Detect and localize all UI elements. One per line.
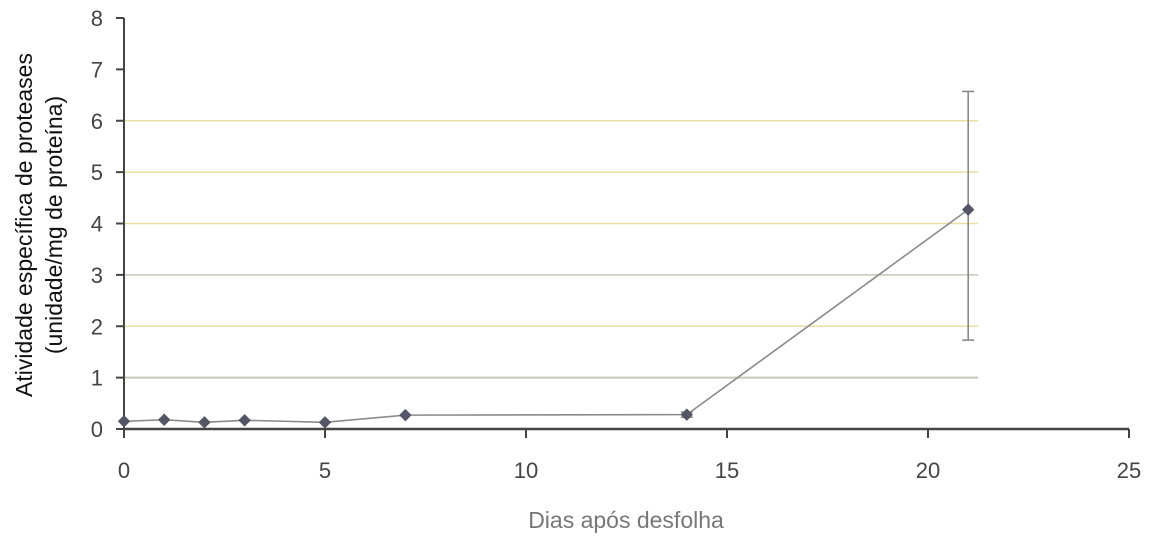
data-series xyxy=(117,90,975,429)
x-tick-label: 0 xyxy=(118,458,130,483)
y-tick-label: 1 xyxy=(91,366,103,391)
data-point-marker xyxy=(961,203,975,216)
series-line-segment xyxy=(164,418,205,424)
data-point-marker xyxy=(399,408,412,422)
series-line-segment xyxy=(244,419,326,424)
data-point-marker xyxy=(238,414,251,427)
series-line-segment xyxy=(405,413,687,416)
series-line-segment xyxy=(324,414,406,424)
y-tick-label: 8 xyxy=(91,6,103,31)
series-line-segment xyxy=(204,419,245,424)
x-axis-title: Dias após desfolha xyxy=(528,507,724,533)
y-axis-ticks: 0 1 2 3 4 5 6 7 8 xyxy=(91,6,124,442)
y-tick-label: 6 xyxy=(91,109,103,134)
y-tick-label: 0 xyxy=(91,417,103,442)
x-tick-label: 5 xyxy=(319,458,331,483)
data-point-marker xyxy=(198,416,211,429)
series-line-segment xyxy=(123,418,165,423)
y-tick-label: 5 xyxy=(91,160,103,185)
x-axis-ticks: 0 5 10 15 20 25 xyxy=(118,429,1141,483)
y-axis-title: Atividade específica de proteases (unida… xyxy=(11,53,67,397)
data-point-marker xyxy=(680,408,694,421)
data-point-marker xyxy=(318,416,332,429)
y-axis-title-line2: (unidade/mg de proteína) xyxy=(41,96,67,354)
gridlines xyxy=(124,120,978,379)
x-tick-label: 10 xyxy=(514,458,538,483)
y-tick-label: 4 xyxy=(91,212,103,237)
y-axis-title-line1: Atividade específica de proteases xyxy=(11,53,37,397)
data-point-marker xyxy=(117,415,131,428)
series-line-segment xyxy=(686,208,969,416)
y-tick-label: 2 xyxy=(91,314,103,339)
x-tick-label: 25 xyxy=(1117,458,1141,483)
x-tick-label: 15 xyxy=(715,458,739,483)
y-tick-label: 3 xyxy=(91,263,103,288)
y-tick-label: 7 xyxy=(91,57,103,82)
x-tick-label: 20 xyxy=(916,458,940,483)
data-point-marker xyxy=(157,413,171,426)
